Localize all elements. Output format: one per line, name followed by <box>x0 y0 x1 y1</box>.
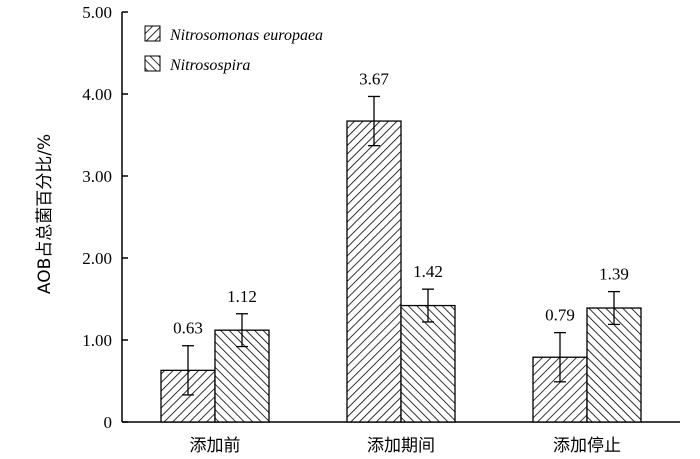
bar-nitrosomonas <box>346 120 402 423</box>
y-tick-label: 0 <box>104 413 113 432</box>
legend-label-nitrosomonas: Nitrosomonas europaea <box>169 27 323 44</box>
data-label: 1.39 <box>599 265 629 284</box>
legend: Nitrosomonas europaea Nitrosospira <box>144 25 323 74</box>
y-tick-label: 3.00 <box>82 167 112 186</box>
bar-nitrosospira <box>214 329 270 423</box>
legend-label-nitrosospira: Nitrosospira <box>169 57 250 74</box>
bar-nitrosospira <box>586 307 642 423</box>
bar-nitrosomonas <box>160 369 216 423</box>
x-ticks: 添加前 添加期间 添加停止 <box>190 416 621 456</box>
y-ticks: 0 1.00 2.00 3.00 4.00 5.00 <box>82 3 128 432</box>
data-label: 0.79 <box>545 306 575 325</box>
y-tick-label: 5.00 <box>82 3 112 22</box>
bar-nitrosospira <box>400 304 456 423</box>
bars <box>160 120 642 423</box>
legend-swatch-nitrosospira <box>144 55 161 72</box>
x-tick-label: 添加期间 <box>367 436 435 456</box>
y-axis-title: AOB占总菌百分比/% <box>35 134 55 294</box>
y-tick-label: 4.00 <box>82 85 112 104</box>
data-label: 0.63 <box>173 319 203 338</box>
y-tick-label: 2.00 <box>82 249 112 268</box>
data-label: 1.42 <box>413 262 443 281</box>
error-bars <box>182 95 620 396</box>
legend-swatch-nitrosomonas <box>144 25 161 42</box>
x-tick-label: 添加停止 <box>553 436 621 456</box>
data-labels: 0.63 3.67 0.79 1.12 1.42 1.39 <box>173 69 629 337</box>
x-tick-label: 添加前 <box>190 436 241 456</box>
data-label: 3.67 <box>359 69 389 88</box>
y-tick-label: 1.00 <box>82 331 112 350</box>
data-label: 1.12 <box>227 287 257 306</box>
